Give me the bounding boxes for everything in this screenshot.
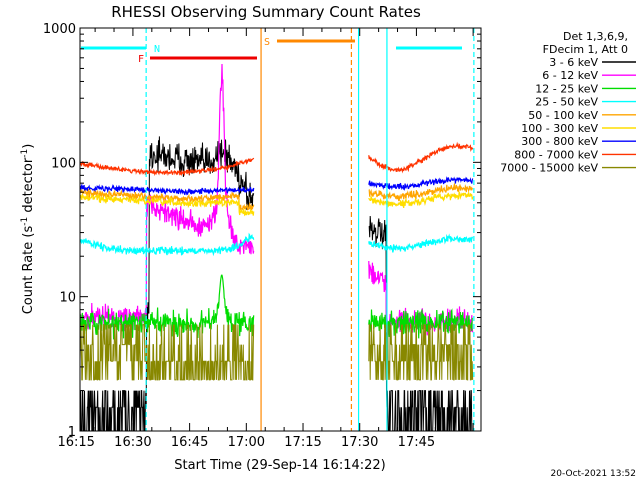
series-8-line — [368, 141, 474, 174]
series-4-line — [368, 233, 474, 253]
x-tick-label: 17:15 — [284, 435, 321, 450]
x-tick-label: 17:45 — [398, 435, 435, 450]
legend-entry-label: 50 - 100 keV — [528, 109, 598, 122]
flag-label-n: N — [154, 44, 160, 55]
series-7-line — [80, 182, 255, 196]
legend-entry-label: 12 - 25 keV — [535, 82, 598, 95]
flag-label-f: F — [138, 54, 144, 65]
series-6-line — [368, 190, 474, 209]
series-5-line — [80, 188, 255, 211]
legend-entry-label: 7000 - 15000 keV — [500, 162, 598, 175]
series-9-line — [368, 324, 474, 381]
legend-entry-label: 6 - 12 keV — [542, 69, 598, 82]
y-axis-label: Count Rate (s-1 detector-1) — [20, 144, 36, 315]
y-tick-label: 1000 — [43, 22, 76, 37]
series-3-line — [80, 274, 255, 340]
x-tick-label: 17:00 — [228, 435, 265, 450]
series-1-line — [368, 215, 473, 431]
x-tick-label: 16:15 — [57, 435, 94, 450]
legend-entry-label: 800 - 7000 keV — [514, 148, 598, 161]
series-3-line — [368, 308, 474, 339]
timestamp: 20-Oct-2021 13:52 — [551, 469, 636, 479]
data-layer — [80, 28, 475, 431]
y-tick-label: 1 — [68, 425, 76, 440]
legend-entry-label: 300 - 800 keV — [521, 135, 598, 148]
series-9-line — [80, 324, 255, 381]
legend-entry-label: 100 - 300 keV — [521, 122, 598, 135]
legend-entry-label: 25 - 50 keV — [535, 96, 598, 109]
x-axis-label: Start Time (29-Sep-14 16:14:22) — [174, 458, 385, 473]
x-tick-label: 17:30 — [341, 435, 378, 450]
x-tick-label: 16:45 — [171, 435, 208, 450]
chart-title: RHESSI Observing Summary Count Rates — [111, 3, 421, 21]
y-tick-label: 10 — [59, 291, 76, 306]
legend-header: FDecim 1, Att 0 — [543, 43, 628, 56]
x-tick-label: 16:30 — [114, 435, 151, 450]
series-5-line — [368, 182, 474, 202]
series-4-line — [80, 232, 255, 257]
flag-label-s: S — [264, 37, 270, 48]
series-7-line — [368, 176, 474, 191]
y-axis: 1 10 100 1000 — [43, 22, 481, 440]
plot-frame — [79, 27, 482, 432]
legend-entry-label: 3 - 6 keV — [549, 56, 598, 69]
y-tick-label: 100 — [51, 156, 76, 171]
series-1-line — [80, 136, 255, 431]
x-axis: 16:15 16:30 16:45 17:00 17:15 17:30 17:45 — [57, 28, 474, 450]
plot-area: NF S — [80, 28, 475, 431]
legend-header: Det 1,3,6,9, — [563, 30, 628, 43]
series-8-line — [80, 157, 255, 177]
series-6-line — [80, 193, 255, 217]
